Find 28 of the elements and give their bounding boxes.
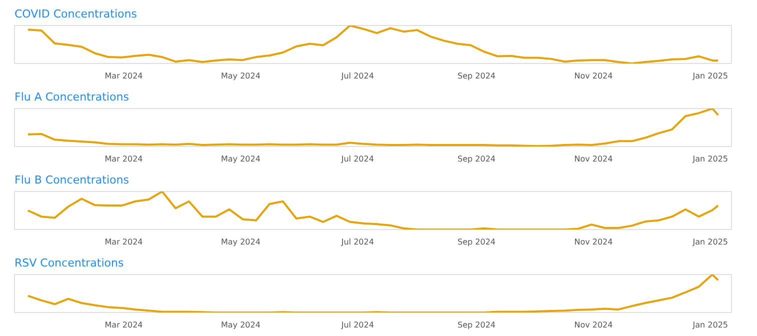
x-tick-label: Mar 2024 (104, 320, 143, 330)
x-tick-label: May 2024 (221, 72, 260, 80)
x-tick-label: Mar 2024 (104, 72, 143, 80)
x-tick-label: Sep 2024 (458, 238, 496, 246)
x-tick-label: Jul 2024 (340, 238, 374, 246)
x-tick-label: Jan 2025 (692, 238, 728, 246)
x-tick-label: Jul 2024 (340, 154, 374, 164)
x-tick-label: Nov 2024 (574, 154, 613, 164)
x-tick-label: Jan 2025 (692, 72, 728, 80)
x-tick-label: Jul 2024 (340, 72, 374, 80)
x-tick-label: Nov 2024 (574, 238, 613, 246)
x-tick-label: Jan 2025 (692, 320, 728, 330)
x-tick-label: May 2024 (221, 238, 260, 246)
chart-title: COVID Concentrations (14, 8, 138, 20)
x-tick-label: Nov 2024 (574, 320, 613, 330)
x-tick-label: May 2024 (221, 154, 260, 164)
chart-title: RSV Concentrations (14, 256, 124, 270)
x-tick-label: Mar 2024 (104, 238, 143, 246)
x-tick-label: Mar 2024 (104, 154, 143, 164)
x-tick-label: Sep 2024 (458, 154, 496, 164)
chart-title: Flu B Concentrations (14, 174, 130, 186)
x-tick-label: Jan 2025 (692, 154, 728, 164)
x-tick-label: Nov 2024 (574, 72, 613, 80)
x-tick-label: May 2024 (221, 320, 260, 330)
x-tick-label: Sep 2024 (458, 320, 496, 330)
chart-title: Flu A Concentrations (14, 90, 130, 104)
x-tick-label: Jul 2024 (340, 320, 374, 330)
x-tick-label: Sep 2024 (458, 72, 496, 80)
